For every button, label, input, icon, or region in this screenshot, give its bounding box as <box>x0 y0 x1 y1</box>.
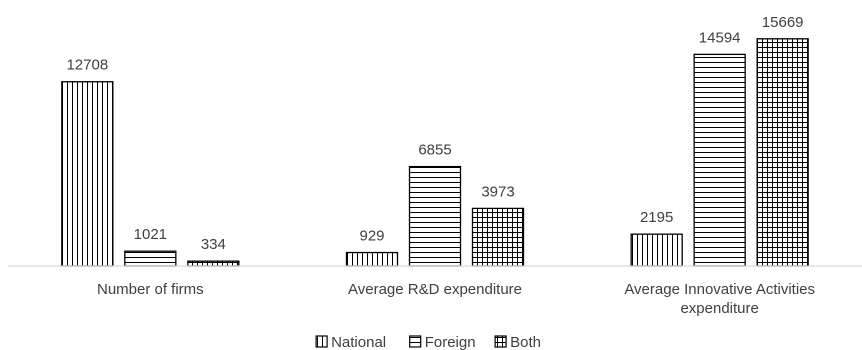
plot-area: 12708 1021 334 929 6855 3973 2195 14594 15669 <box>61 14 809 267</box>
legend-label-both: Both <box>510 334 541 350</box>
data-label-both-average-innovative-activities-expenditure: 15669 <box>762 14 804 31</box>
bar-national-average-randd-expenditure <box>345 251 399 267</box>
data-label-foreign-average-innovative-activities-expenditure: 14594 <box>699 29 741 46</box>
data-label-foreign-number-of-firms: 1021 <box>134 226 167 243</box>
category-label-number-of-firms: Number of firms <box>97 281 204 298</box>
category-label-average-randd-expenditure: Average R&D expenditure <box>348 281 522 298</box>
legend-label-national: National <box>331 334 386 350</box>
data-label-national-average-innovative-activities-expenditure: 2195 <box>640 209 673 226</box>
category-labels: Number of firms Average R&D expenditure Av… <box>97 281 815 317</box>
bar-foreign-average-randd-expenditure <box>408 165 462 267</box>
legend: National Foreign Both <box>315 334 541 350</box>
bar-both-average-randd-expenditure <box>471 207 525 267</box>
bar-national-average-innovative-activities-expenditure <box>630 233 683 267</box>
data-label-both-number-of-firms: 334 <box>201 236 226 253</box>
data-label-national-average-randd-expenditure: 929 <box>359 228 384 245</box>
legend-swatch-both <box>494 335 507 348</box>
bar-foreign-number-of-firms <box>124 250 177 267</box>
category-label-average-innovative-activities-expenditure: Average Innovative Activities expenditure <box>624 281 815 317</box>
bar-both-number-of-firms <box>187 260 240 267</box>
bar-national-number-of-firms <box>61 81 114 267</box>
bar-both-average-innovative-activities-expenditure <box>756 38 809 267</box>
data-label-national-number-of-firms: 12708 <box>66 57 108 74</box>
bar-foreign-average-innovative-activities-expenditure <box>693 53 746 267</box>
legend-swatch-national <box>315 335 328 348</box>
legend-label-foreign: Foreign <box>425 334 476 350</box>
legend-swatch-foreign <box>409 335 422 348</box>
data-label-foreign-average-randd-expenditure: 6855 <box>418 142 451 159</box>
data-label-both-average-randd-expenditure: 3973 <box>481 183 514 200</box>
